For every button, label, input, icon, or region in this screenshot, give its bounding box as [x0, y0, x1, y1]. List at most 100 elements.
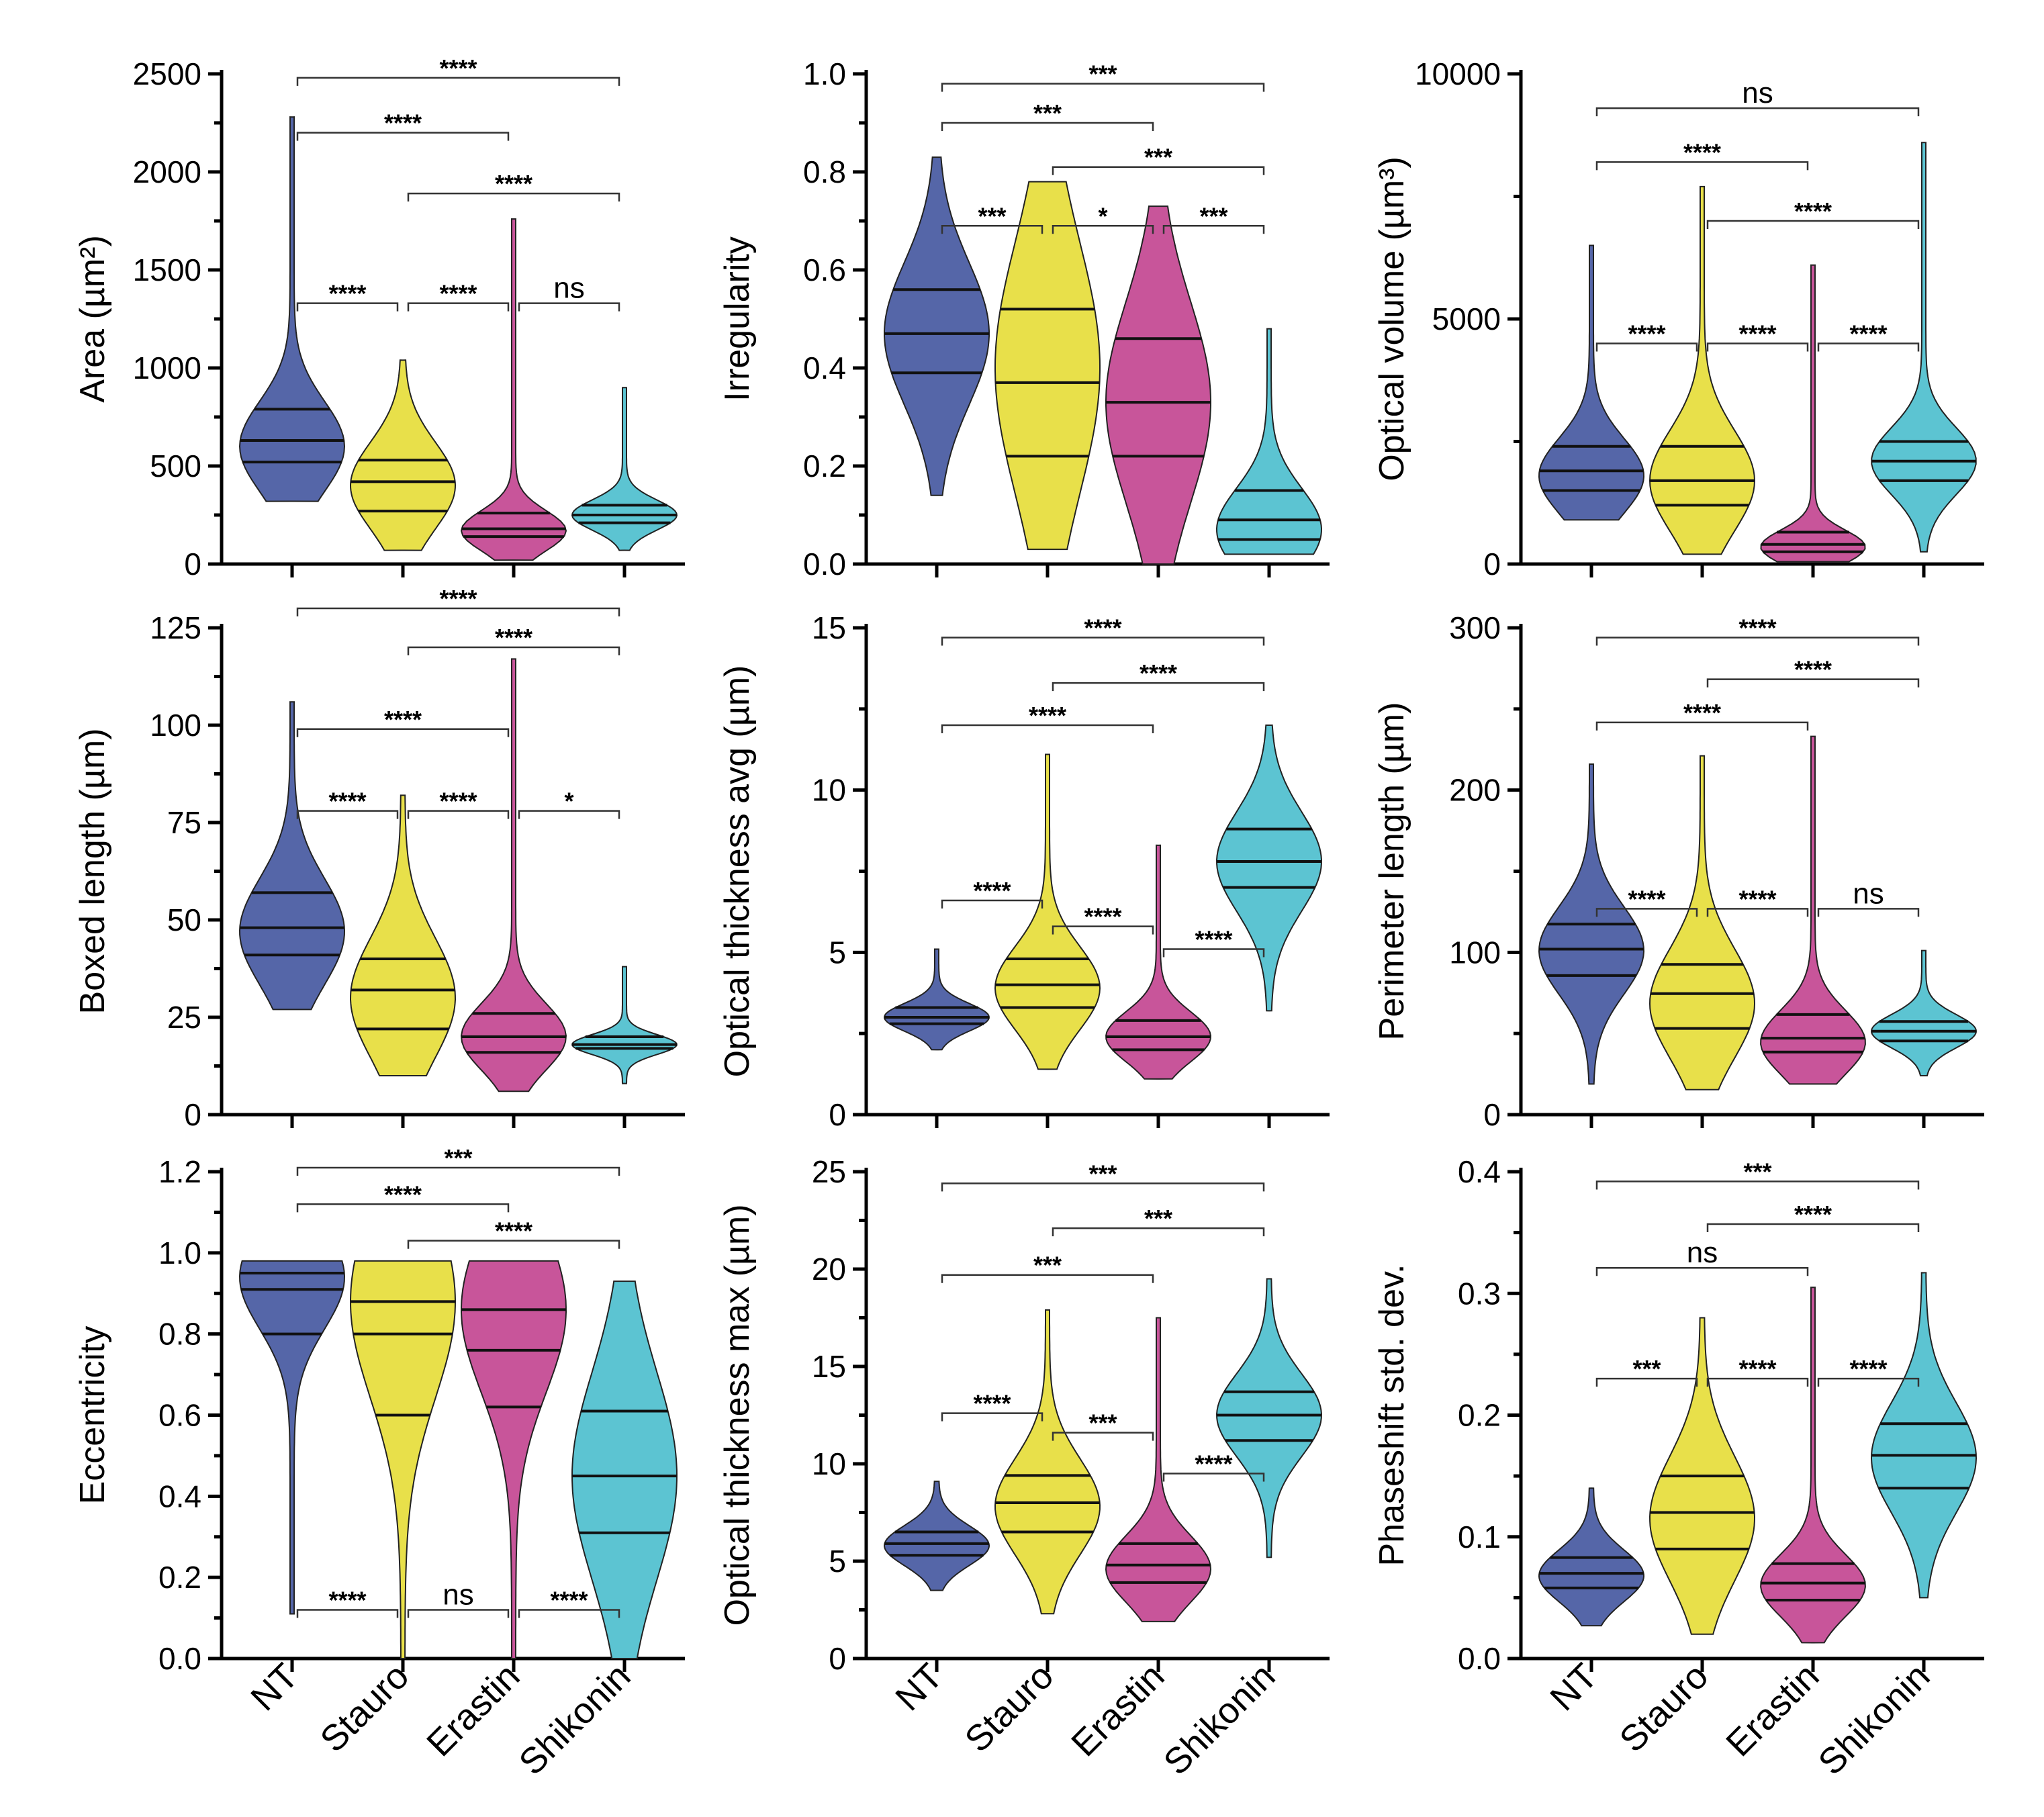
y-axis-label: Perimeter length (µm)	[1373, 702, 1411, 1041]
significance-bracket	[1052, 1432, 1154, 1441]
violin-shikonin	[1215, 328, 1323, 555]
violin-stauro	[349, 1260, 457, 1659]
significance-bracket	[1052, 166, 1265, 175]
significance-label: ****	[1738, 1355, 1776, 1383]
y-tick-label: 1500	[133, 252, 201, 287]
violin-nt	[238, 116, 346, 502]
y-tick-label: 0.2	[1458, 1398, 1501, 1433]
y-tick-label: 50	[167, 902, 201, 937]
significance-label: ****	[328, 1587, 366, 1614]
y-tick-label: 0	[184, 547, 201, 581]
significance-bracket	[1817, 908, 1920, 917]
significance-label: ****	[1628, 320, 1665, 348]
significance-bracket	[1595, 1180, 1920, 1190]
significance-label: ****	[439, 54, 477, 82]
significance-bracket	[1595, 161, 1809, 171]
significance-bracket	[1052, 925, 1154, 935]
significance-label: ****	[1683, 138, 1721, 166]
significance-label: ****	[973, 1390, 1011, 1417]
significance-label: ****	[328, 280, 366, 308]
significance-label: ***	[444, 1144, 472, 1172]
significance-label: ****	[1195, 926, 1232, 953]
significance-bracket	[407, 192, 620, 202]
y-tick-label: 10	[812, 773, 846, 808]
significance-bracket	[1706, 908, 1809, 917]
y-tick-label: 0.6	[158, 1398, 201, 1433]
y-tick-label: 25	[812, 1154, 846, 1189]
violin-erastin	[460, 658, 567, 1092]
significance-bracket	[1817, 342, 1920, 352]
significance-bracket	[1595, 721, 1809, 731]
significance-label: ****	[1794, 197, 1832, 225]
x-category-label: Stauro	[958, 1656, 1062, 1760]
significance-bracket	[1595, 1266, 1809, 1276]
y-tick-label: 1.0	[158, 1236, 201, 1270]
significance-bracket	[941, 724, 1154, 733]
significance-label: ****	[550, 1587, 588, 1614]
violin-stauro	[1648, 755, 1756, 1090]
significance-label: ***	[1199, 202, 1227, 230]
x-category-label: Stauro	[1612, 1656, 1716, 1760]
significance-label: ****	[1029, 702, 1066, 729]
violin-erastin	[1105, 1317, 1212, 1622]
y-tick-label: 5	[829, 935, 846, 970]
significance-bracket	[518, 810, 620, 819]
y-tick-label: 100	[1449, 935, 1501, 970]
y-tick-label: 0	[184, 1097, 201, 1132]
y-tick-label: 0.4	[158, 1479, 201, 1513]
significance-label: ****	[328, 788, 366, 815]
significance-label: *	[1098, 202, 1107, 230]
x-category-label: Erastin	[1064, 1656, 1172, 1764]
x-category-label: Erastin	[419, 1656, 527, 1764]
x-category-label: Erastin	[1718, 1656, 1826, 1764]
significance-label: ***	[1088, 1409, 1117, 1437]
y-axis-label: Boxed length (µm)	[73, 729, 112, 1015]
panel-1: 0 500 1000 1500 2000 2500 Area (µm²) **** **** **…	[73, 54, 685, 581]
significance-label: ****	[1794, 1201, 1832, 1228]
significance-bracket	[941, 225, 1043, 234]
significance-label: ***	[1632, 1355, 1661, 1383]
significance-bracket	[407, 810, 510, 819]
significance-label: ****	[1683, 699, 1721, 727]
panel-7: 0.00.20.40.60.81.01.2Eccentricity*******…	[73, 1144, 685, 1783]
y-tick-label: 0.2	[803, 449, 846, 483]
violin-shikonin	[1870, 949, 1978, 1076]
significance-label: ****	[1849, 320, 1887, 348]
y-tick-label: 15	[812, 1349, 846, 1384]
significance-bracket	[1162, 1473, 1265, 1482]
x-category-label: Shikonin	[1811, 1656, 1938, 1783]
y-tick-label: 1.2	[158, 1154, 201, 1189]
y-tick-label: 300	[1449, 610, 1501, 645]
violin-shikonin	[1215, 1278, 1323, 1558]
y-tick-label: 0	[1483, 547, 1501, 581]
significance-bracket	[1817, 1377, 1920, 1387]
significance-bracket	[941, 899, 1043, 908]
y-tick-label: 75	[167, 805, 201, 840]
significance-bracket	[1706, 1377, 1809, 1387]
y-tick-label: 10000	[1415, 56, 1501, 91]
y-tick-label: 0.0	[1458, 1641, 1501, 1676]
y-tick-label: 125	[150, 610, 201, 645]
y-tick-label: 1000	[133, 351, 201, 385]
y-tick-label: 5	[829, 1544, 846, 1579]
significance-label: *	[564, 788, 573, 815]
significance-bracket	[518, 1609, 620, 1618]
significance-label: ns	[443, 1579, 473, 1612]
significance-bracket	[296, 77, 620, 86]
y-axis-label: Phaseshift std. dev.	[1373, 1264, 1411, 1567]
significance-bracket	[407, 1609, 510, 1618]
significance-bracket	[296, 132, 510, 141]
significance-bracket	[518, 302, 620, 312]
significance-label: ***	[1743, 1158, 1771, 1186]
panel-2: 0.00.20.40.60.81.0Irregularity**********…	[718, 56, 1330, 581]
violin-nt	[884, 156, 990, 496]
y-tick-label: 2000	[133, 154, 201, 189]
significance-label: ****	[384, 706, 422, 733]
y-tick-label: 5000	[1432, 301, 1501, 336]
violin-stauro	[349, 794, 457, 1076]
significance-label: ***	[1144, 144, 1172, 171]
significance-label: ****	[495, 1217, 532, 1245]
violin-erastin	[460, 1260, 567, 1659]
violin-nt	[238, 701, 346, 1011]
